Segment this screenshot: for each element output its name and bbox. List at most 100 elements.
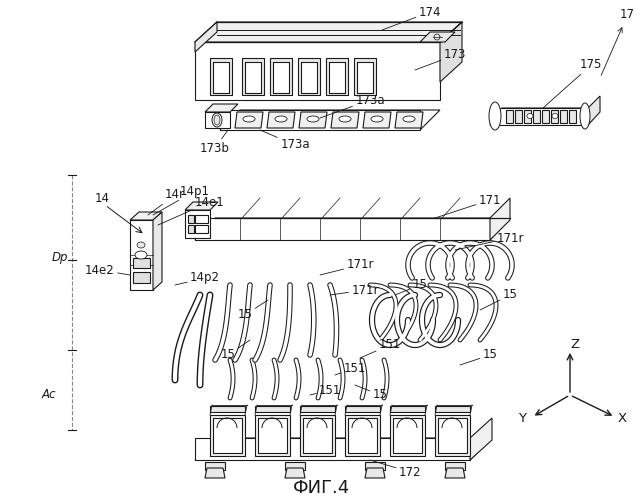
Ellipse shape: [137, 242, 145, 248]
Text: 15: 15: [480, 288, 517, 310]
Polygon shape: [195, 22, 462, 42]
Polygon shape: [195, 438, 470, 460]
Polygon shape: [365, 468, 385, 478]
Polygon shape: [245, 62, 261, 93]
Text: 174: 174: [382, 6, 441, 30]
Polygon shape: [299, 112, 327, 128]
Polygon shape: [205, 104, 238, 112]
Text: 171: 171: [435, 194, 501, 218]
Polygon shape: [188, 215, 194, 223]
Text: 151: 151: [360, 338, 401, 358]
Polygon shape: [195, 215, 208, 223]
Polygon shape: [345, 406, 380, 412]
Text: 173: 173: [415, 48, 466, 70]
Polygon shape: [533, 110, 540, 123]
Polygon shape: [303, 418, 332, 453]
Ellipse shape: [489, 102, 501, 130]
Polygon shape: [348, 418, 377, 453]
Polygon shape: [365, 462, 385, 470]
Polygon shape: [420, 32, 455, 42]
Polygon shape: [130, 212, 162, 220]
Ellipse shape: [135, 251, 147, 259]
Ellipse shape: [214, 115, 220, 125]
Polygon shape: [255, 415, 290, 456]
Polygon shape: [445, 462, 465, 470]
Polygon shape: [345, 415, 380, 456]
Polygon shape: [270, 58, 292, 95]
Text: 14e1: 14e1: [158, 196, 225, 225]
Text: Dp: Dp: [52, 252, 68, 264]
Polygon shape: [490, 198, 510, 240]
Text: 15: 15: [395, 278, 428, 295]
Polygon shape: [393, 418, 422, 453]
Polygon shape: [357, 62, 373, 93]
Ellipse shape: [580, 103, 590, 129]
Text: X: X: [618, 412, 627, 426]
Text: 15: 15: [460, 348, 497, 365]
Polygon shape: [390, 406, 425, 412]
Polygon shape: [354, 58, 376, 95]
Polygon shape: [301, 62, 317, 93]
Polygon shape: [285, 462, 305, 470]
Polygon shape: [195, 218, 490, 240]
Polygon shape: [438, 418, 467, 453]
Polygon shape: [185, 210, 210, 238]
Polygon shape: [153, 212, 162, 290]
Text: 15: 15: [238, 300, 268, 322]
Polygon shape: [363, 112, 391, 128]
Text: 14: 14: [95, 192, 110, 204]
Polygon shape: [210, 406, 245, 412]
Polygon shape: [255, 406, 290, 412]
Polygon shape: [195, 22, 217, 52]
Polygon shape: [220, 110, 440, 130]
Polygon shape: [267, 112, 295, 128]
Text: 172: 172: [370, 460, 421, 478]
Text: 17: 17: [601, 8, 635, 76]
Polygon shape: [390, 415, 425, 456]
Polygon shape: [213, 62, 229, 93]
Ellipse shape: [275, 116, 287, 122]
Polygon shape: [130, 220, 153, 290]
Polygon shape: [205, 462, 225, 470]
Text: ФИГ.4: ФИГ.4: [294, 479, 350, 497]
Polygon shape: [395, 112, 423, 128]
Polygon shape: [205, 468, 225, 478]
Text: 14p1: 14p1: [153, 184, 210, 215]
Ellipse shape: [212, 113, 222, 127]
Polygon shape: [435, 415, 470, 456]
Text: 14r: 14r: [148, 188, 185, 215]
Polygon shape: [560, 110, 567, 123]
Polygon shape: [273, 62, 289, 93]
Polygon shape: [300, 415, 335, 456]
Text: 171r: 171r: [320, 258, 374, 275]
Text: 151: 151: [310, 384, 341, 396]
Text: 14p2: 14p2: [175, 272, 220, 285]
Polygon shape: [242, 58, 264, 95]
Polygon shape: [515, 110, 522, 123]
Text: 173b: 173b: [200, 130, 230, 154]
Polygon shape: [569, 110, 576, 123]
Polygon shape: [185, 202, 218, 210]
Text: Ac: Ac: [42, 388, 57, 402]
Polygon shape: [588, 96, 600, 125]
Polygon shape: [195, 438, 492, 460]
Text: Y: Y: [518, 412, 526, 426]
Polygon shape: [551, 110, 558, 123]
Polygon shape: [435, 406, 470, 412]
Polygon shape: [133, 258, 150, 268]
Polygon shape: [188, 225, 194, 233]
Polygon shape: [506, 110, 513, 123]
Text: 175: 175: [543, 58, 602, 108]
Polygon shape: [542, 110, 549, 123]
Text: 15: 15: [355, 385, 388, 402]
Polygon shape: [285, 468, 305, 478]
Polygon shape: [195, 42, 440, 100]
Polygon shape: [300, 406, 335, 412]
Polygon shape: [205, 112, 230, 128]
Ellipse shape: [371, 116, 383, 122]
Ellipse shape: [403, 116, 415, 122]
Polygon shape: [490, 108, 600, 125]
Polygon shape: [220, 110, 420, 130]
Ellipse shape: [243, 116, 255, 122]
Polygon shape: [445, 468, 465, 478]
